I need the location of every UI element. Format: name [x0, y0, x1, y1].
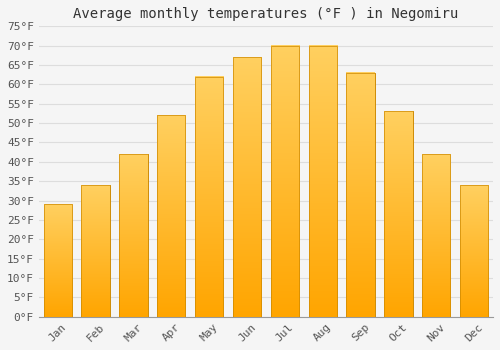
Bar	[119, 154, 148, 317]
Bar	[384, 112, 412, 317]
Bar	[233, 57, 261, 317]
Title: Average monthly temperatures (°F ) in Negomiru: Average monthly temperatures (°F ) in Ne…	[74, 7, 458, 21]
Bar	[460, 185, 488, 317]
Bar	[346, 73, 375, 317]
Bar	[195, 77, 224, 317]
Bar	[82, 185, 110, 317]
Bar	[44, 204, 72, 317]
Bar	[422, 154, 450, 317]
Bar	[308, 46, 337, 317]
Bar	[270, 46, 299, 317]
Bar	[157, 116, 186, 317]
